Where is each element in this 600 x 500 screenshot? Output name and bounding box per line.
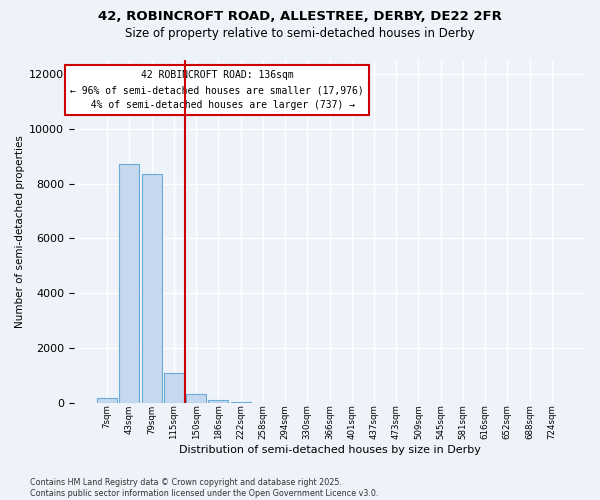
Bar xyxy=(230,402,251,403)
Bar xyxy=(119,164,139,403)
X-axis label: Distribution of semi-detached houses by size in Derby: Distribution of semi-detached houses by … xyxy=(179,445,481,455)
Bar xyxy=(142,174,161,403)
Bar xyxy=(97,398,117,403)
Bar xyxy=(208,400,229,403)
Text: 42 ROBINCROFT ROAD: 136sqm
← 96% of semi-detached houses are smaller (17,976)
  : 42 ROBINCROFT ROAD: 136sqm ← 96% of semi… xyxy=(70,70,364,110)
Bar xyxy=(186,394,206,403)
Y-axis label: Number of semi-detached properties: Number of semi-detached properties xyxy=(15,135,25,328)
Bar xyxy=(164,373,184,403)
Text: Size of property relative to semi-detached houses in Derby: Size of property relative to semi-detach… xyxy=(125,28,475,40)
Text: 42, ROBINCROFT ROAD, ALLESTREE, DERBY, DE22 2FR: 42, ROBINCROFT ROAD, ALLESTREE, DERBY, D… xyxy=(98,10,502,23)
Text: Contains HM Land Registry data © Crown copyright and database right 2025.
Contai: Contains HM Land Registry data © Crown c… xyxy=(30,478,379,498)
